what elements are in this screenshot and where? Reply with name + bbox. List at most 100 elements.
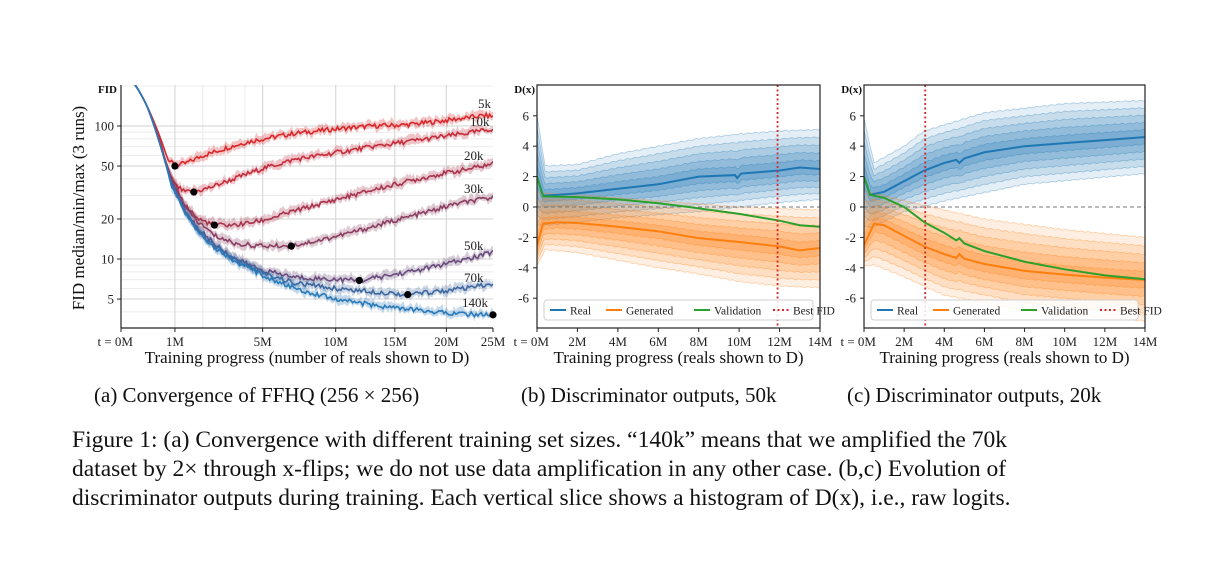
histogram-band-generated	[537, 209, 820, 266]
series-label-140k: 140k	[462, 295, 489, 310]
best-fid-marker-50k	[355, 276, 363, 285]
x-tick-label: 8M	[690, 334, 709, 349]
legend-label-best-fid: Best FID	[793, 306, 835, 318]
figure-caption: Figure 1: (a) Convergence with different…	[72, 426, 1172, 513]
series-line-real	[537, 166, 820, 197]
y-tick-label: -2	[845, 230, 856, 245]
x-tick-label: 2M	[568, 334, 587, 349]
series-line-generated	[864, 222, 1145, 281]
histogram-band-real	[537, 139, 820, 215]
x-tick-label: t = 0M	[840, 334, 876, 349]
caption-line-2: dataset by 2× through x-flips; we do not…	[72, 456, 1007, 482]
y-tick-label: -6	[845, 291, 856, 306]
series-band-5k	[134, 85, 493, 170]
x-tick-label: 10M	[727, 334, 752, 349]
y-axis-title: FID median/min/max (3 runs)	[69, 106, 88, 310]
legend-box	[870, 299, 1139, 321]
histogram-band-real	[537, 127, 820, 220]
legend: Real Generated Validation Best FID	[870, 299, 1162, 321]
legend-label-real: Real	[897, 306, 918, 318]
x-tick-label: t = 0M	[513, 334, 549, 349]
histogram-band-real	[864, 114, 1145, 215]
y-tick-label: -6	[518, 291, 529, 306]
y-tick-label: -4	[518, 260, 529, 275]
subcaption-b: (b) Discriminator outputs, 50k	[521, 383, 777, 407]
histogram-band-real	[864, 121, 1145, 209]
y-tick-label: 10	[101, 252, 114, 267]
x-tick-label: 4M	[935, 334, 954, 349]
best-fid-marker-140k	[489, 311, 497, 319]
x-axis-title: Training progress (reals shown to D)	[879, 348, 1129, 367]
legend: Real Generated Validation Best FID	[543, 299, 835, 321]
y-tick-label: 4	[850, 139, 857, 154]
x-axis-title: Training progress (number of reals shown…	[145, 348, 470, 367]
best-fid-marker-30k	[287, 242, 295, 250]
best-fid-marker-70k	[404, 290, 412, 299]
best-fid-marker-10k	[190, 188, 198, 196]
histogram-band-generated	[864, 205, 1145, 306]
x-tick-label: 10M	[1052, 334, 1077, 349]
series-label-30k: 30k	[464, 181, 484, 196]
series-line-20k	[134, 85, 493, 228]
legend-label-validation: Validation	[714, 306, 762, 318]
legend-label-generated: Generated	[953, 306, 1000, 318]
legend-label-validation: Validation	[1041, 306, 1089, 318]
y-tick-label: -2	[518, 230, 529, 245]
y-tick-label: 2	[523, 169, 530, 184]
subcaption-c: (c) Discriminator outputs, 20k	[847, 383, 1102, 407]
y-axis-top-label: D(x)	[514, 84, 535, 96]
y-tick-label: 50	[101, 159, 114, 174]
best-fid-marker-20k	[210, 221, 219, 229]
caption-line-1: Figure 1: (a) Convergence with different…	[72, 427, 1007, 453]
best-fid-marker-5k	[171, 162, 179, 170]
x-tick-label: 12M	[767, 334, 792, 349]
series-line-140k	[134, 85, 493, 319]
x-tick-label: 14M	[808, 334, 833, 349]
y-axis-top-label: D(x)	[841, 84, 862, 96]
y-tick-label: 0	[523, 200, 530, 215]
x-axis-title: Training progress (reals shown to D)	[553, 348, 803, 367]
x-tick-label: 2M	[895, 334, 914, 349]
y-tick-label: 100	[95, 119, 115, 134]
series-label-10k: 10k	[470, 114, 490, 129]
series-line-real	[864, 136, 1145, 197]
x-tick-label: 14M	[1133, 334, 1158, 349]
series-line-validation	[537, 176, 820, 228]
y-tick-label: -4	[845, 260, 856, 275]
series-label-5k: 5k	[478, 96, 492, 111]
series-line-generated	[537, 221, 820, 252]
x-tick-label: 6M	[649, 334, 668, 349]
legend-label-real: Real	[570, 306, 591, 318]
series-line-5k	[134, 85, 493, 167]
x-tick-label: 8M	[1016, 334, 1035, 349]
x-tick-label: 1M	[166, 334, 185, 349]
series-line-10k	[134, 85, 493, 195]
series-line-validation	[864, 176, 1145, 281]
histogram-band-generated	[537, 198, 820, 281]
legend-label-best-fid: Best FID	[1120, 306, 1162, 318]
series-line-70k	[134, 85, 493, 298]
x-tick-label: 10M	[323, 334, 348, 349]
y-tick-label: 4	[523, 139, 530, 154]
y-tick-label: 6	[850, 108, 857, 123]
series-line-50k	[134, 85, 493, 284]
caption-line-3: discriminator outputs during training. E…	[72, 485, 1011, 511]
series-line-30k	[134, 85, 493, 250]
y-tick-label: 6	[523, 108, 530, 123]
histogram-band-generated	[537, 204, 820, 274]
legend-box	[543, 299, 814, 321]
series-label-20k: 20k	[464, 148, 484, 163]
y-axis-top-label: FID	[98, 84, 117, 96]
x-tick-label: 12M	[1093, 334, 1118, 349]
series-label-50k: 50k	[464, 238, 484, 253]
histogram-band-real	[864, 128, 1145, 202]
x-tick-label: 20M	[434, 334, 459, 349]
y-tick-label: 0	[850, 200, 857, 215]
series-group	[134, 85, 493, 322]
x-tick-label: 6M	[975, 334, 994, 349]
series-group	[537, 85, 820, 328]
histogram-band-real	[864, 99, 1145, 228]
x-tick-label: 5M	[254, 334, 273, 349]
panel-b-discriminator-50k: -6 -4 -2 0 2 4 6 t = 0M 2M 4M 6M 8M 10M 12M 14M D(x) Tra…	[513, 84, 834, 367]
